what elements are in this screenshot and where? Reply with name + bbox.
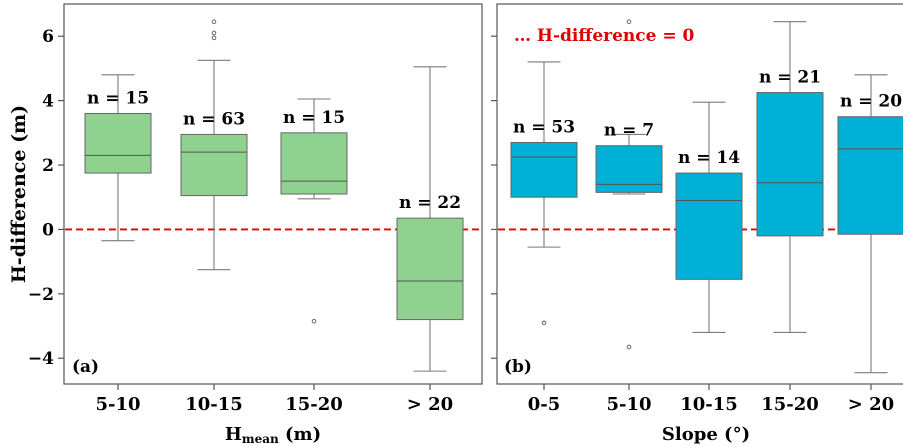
y-tick-label: 2 [42, 156, 54, 176]
box-15-20: n = 21 [756, 21, 824, 334]
panel-b-label: (b) [504, 357, 532, 377]
panel-b-boxes: n = 53 n = 7 n = 14 n = 21 n = 20 [510, 19, 903, 374]
outlier-point [211, 30, 217, 36]
outlier-point [211, 35, 217, 41]
box--20: n = 20 [837, 74, 903, 374]
x-label-unit: (m) [279, 424, 321, 445]
box-10-15: n = 14 [675, 101, 743, 334]
panel-a-y-ticks: −4 −2 0 2 4 6 [28, 27, 64, 369]
n-label: n = 7 [604, 121, 654, 141]
x-tick-label: 10-15 [680, 394, 738, 415]
iqr-box [595, 145, 663, 193]
y-tick-label: 4 [42, 92, 54, 112]
box-5-10: n = 7 [595, 19, 663, 350]
panel-a: n = 15 n = 63 n = 15 n = 22 −4 −2 0 2 4 6 5-10 10… [8, 3, 483, 446]
iqr-box [675, 172, 743, 280]
outlier-point [541, 320, 547, 326]
outlier-point [211, 19, 217, 25]
iqr-box [280, 132, 348, 195]
x-tick-label: 15-20 [761, 394, 819, 415]
y-tick-label: 6 [42, 27, 54, 47]
y-tick-label: −2 [28, 285, 54, 305]
panel-a-x-axis-label: Hmean (m) [225, 424, 321, 446]
outlier-point [311, 318, 317, 324]
y-tick-label: −4 [28, 349, 54, 369]
n-label: n = 14 [678, 148, 740, 168]
box-15-20: n = 15 [280, 98, 348, 324]
n-label: n = 15 [283, 108, 345, 128]
iqr-box [837, 116, 903, 235]
x-tick-label: 0-5 [528, 394, 561, 415]
x-tick-label: > 20 [407, 394, 453, 415]
n-label: n = 15 [87, 88, 149, 108]
panel-b-y-ticks [491, 35, 497, 359]
x-tick-label: 10-15 [185, 394, 243, 415]
panel-a-x-ticks: 5-10 10-15 15-20 > 20 [95, 384, 453, 415]
panel-b-x-axis-label: Slope (°) [662, 424, 750, 445]
panel-b: n = 53 n = 7 n = 14 n = 21 n = 20 0-5 5-10 10-… [491, 3, 903, 445]
panel-b-x-ticks: 0-5 5-10 10-15 15-20 > 20 [528, 384, 894, 415]
box-10-15: n = 63 [180, 19, 248, 271]
n-label: n = 53 [513, 117, 575, 137]
outlier-point [626, 344, 632, 350]
x-tick-label: 15-20 [285, 394, 343, 415]
iqr-box [180, 133, 248, 197]
panel-b-frame [496, 3, 903, 385]
iqr-box [510, 141, 578, 198]
outlier-point [626, 19, 632, 25]
panel-a-frame [63, 3, 483, 385]
box-5-10: n = 15 [84, 74, 152, 242]
box-0-5: n = 53 [510, 61, 578, 326]
panel-a-y-axis-label: H-difference (m) [8, 105, 30, 283]
n-label: n = 20 [840, 92, 902, 112]
panel-a-label: (a) [72, 357, 99, 377]
box--20: n = 22 [396, 66, 464, 372]
n-label: n = 63 [183, 109, 245, 129]
panel-a-boxes: n = 15 n = 63 n = 15 n = 22 [84, 19, 464, 372]
x-tick-label: > 20 [848, 394, 894, 415]
x-label-subscript: mean [242, 432, 279, 446]
panel-b-legend: … H-difference = 0 [514, 26, 695, 46]
iqr-box [84, 112, 152, 174]
x-label-main: H [225, 424, 242, 445]
iqr-box [396, 217, 464, 321]
iqr-box [756, 92, 824, 237]
y-tick-label: 0 [42, 220, 54, 240]
n-label: n = 21 [759, 68, 821, 88]
n-label: n = 22 [399, 193, 461, 213]
x-tick-label: 5-10 [606, 394, 651, 415]
x-tick-label: 5-10 [95, 394, 140, 415]
